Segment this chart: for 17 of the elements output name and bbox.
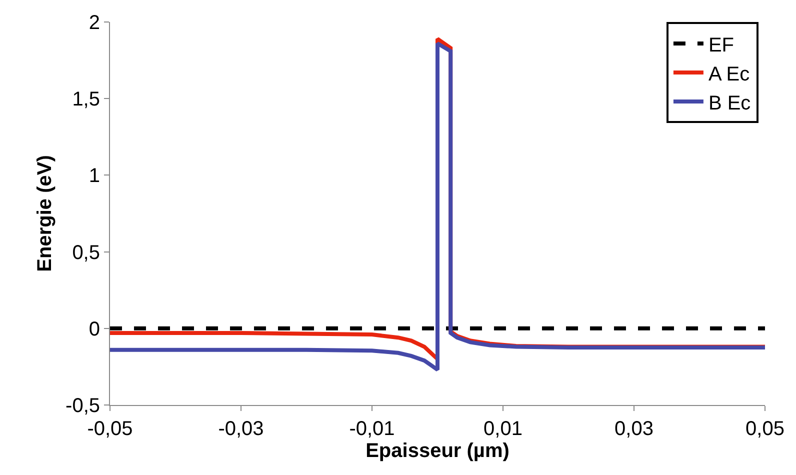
x-axis-title: Epaisseur (µm) xyxy=(366,440,510,462)
legend-label: B Ec xyxy=(708,92,751,114)
y-tick-label: 0,5 xyxy=(72,242,100,264)
y-tick-label: 2 xyxy=(88,12,100,34)
y-axis-title: Energie (eV) xyxy=(34,155,56,272)
x-tick-label: -0,03 xyxy=(218,418,264,440)
y-tick-label: -0,5 xyxy=(66,395,100,417)
y-tick-label: 1 xyxy=(88,165,100,188)
x-tick-label: 0,05 xyxy=(746,418,784,440)
x-tick-label: 0,01 xyxy=(484,418,522,440)
y-tick-label: 0 xyxy=(88,318,100,340)
x-tick-label: -0,05 xyxy=(87,418,133,440)
x-tick-label: -0,01 xyxy=(349,418,395,440)
x-tick-label: 0,03 xyxy=(614,418,654,440)
legend-label: A Ec xyxy=(708,63,750,86)
y-tick-label: 1,5 xyxy=(72,88,100,111)
legend-label: EF xyxy=(708,34,734,56)
